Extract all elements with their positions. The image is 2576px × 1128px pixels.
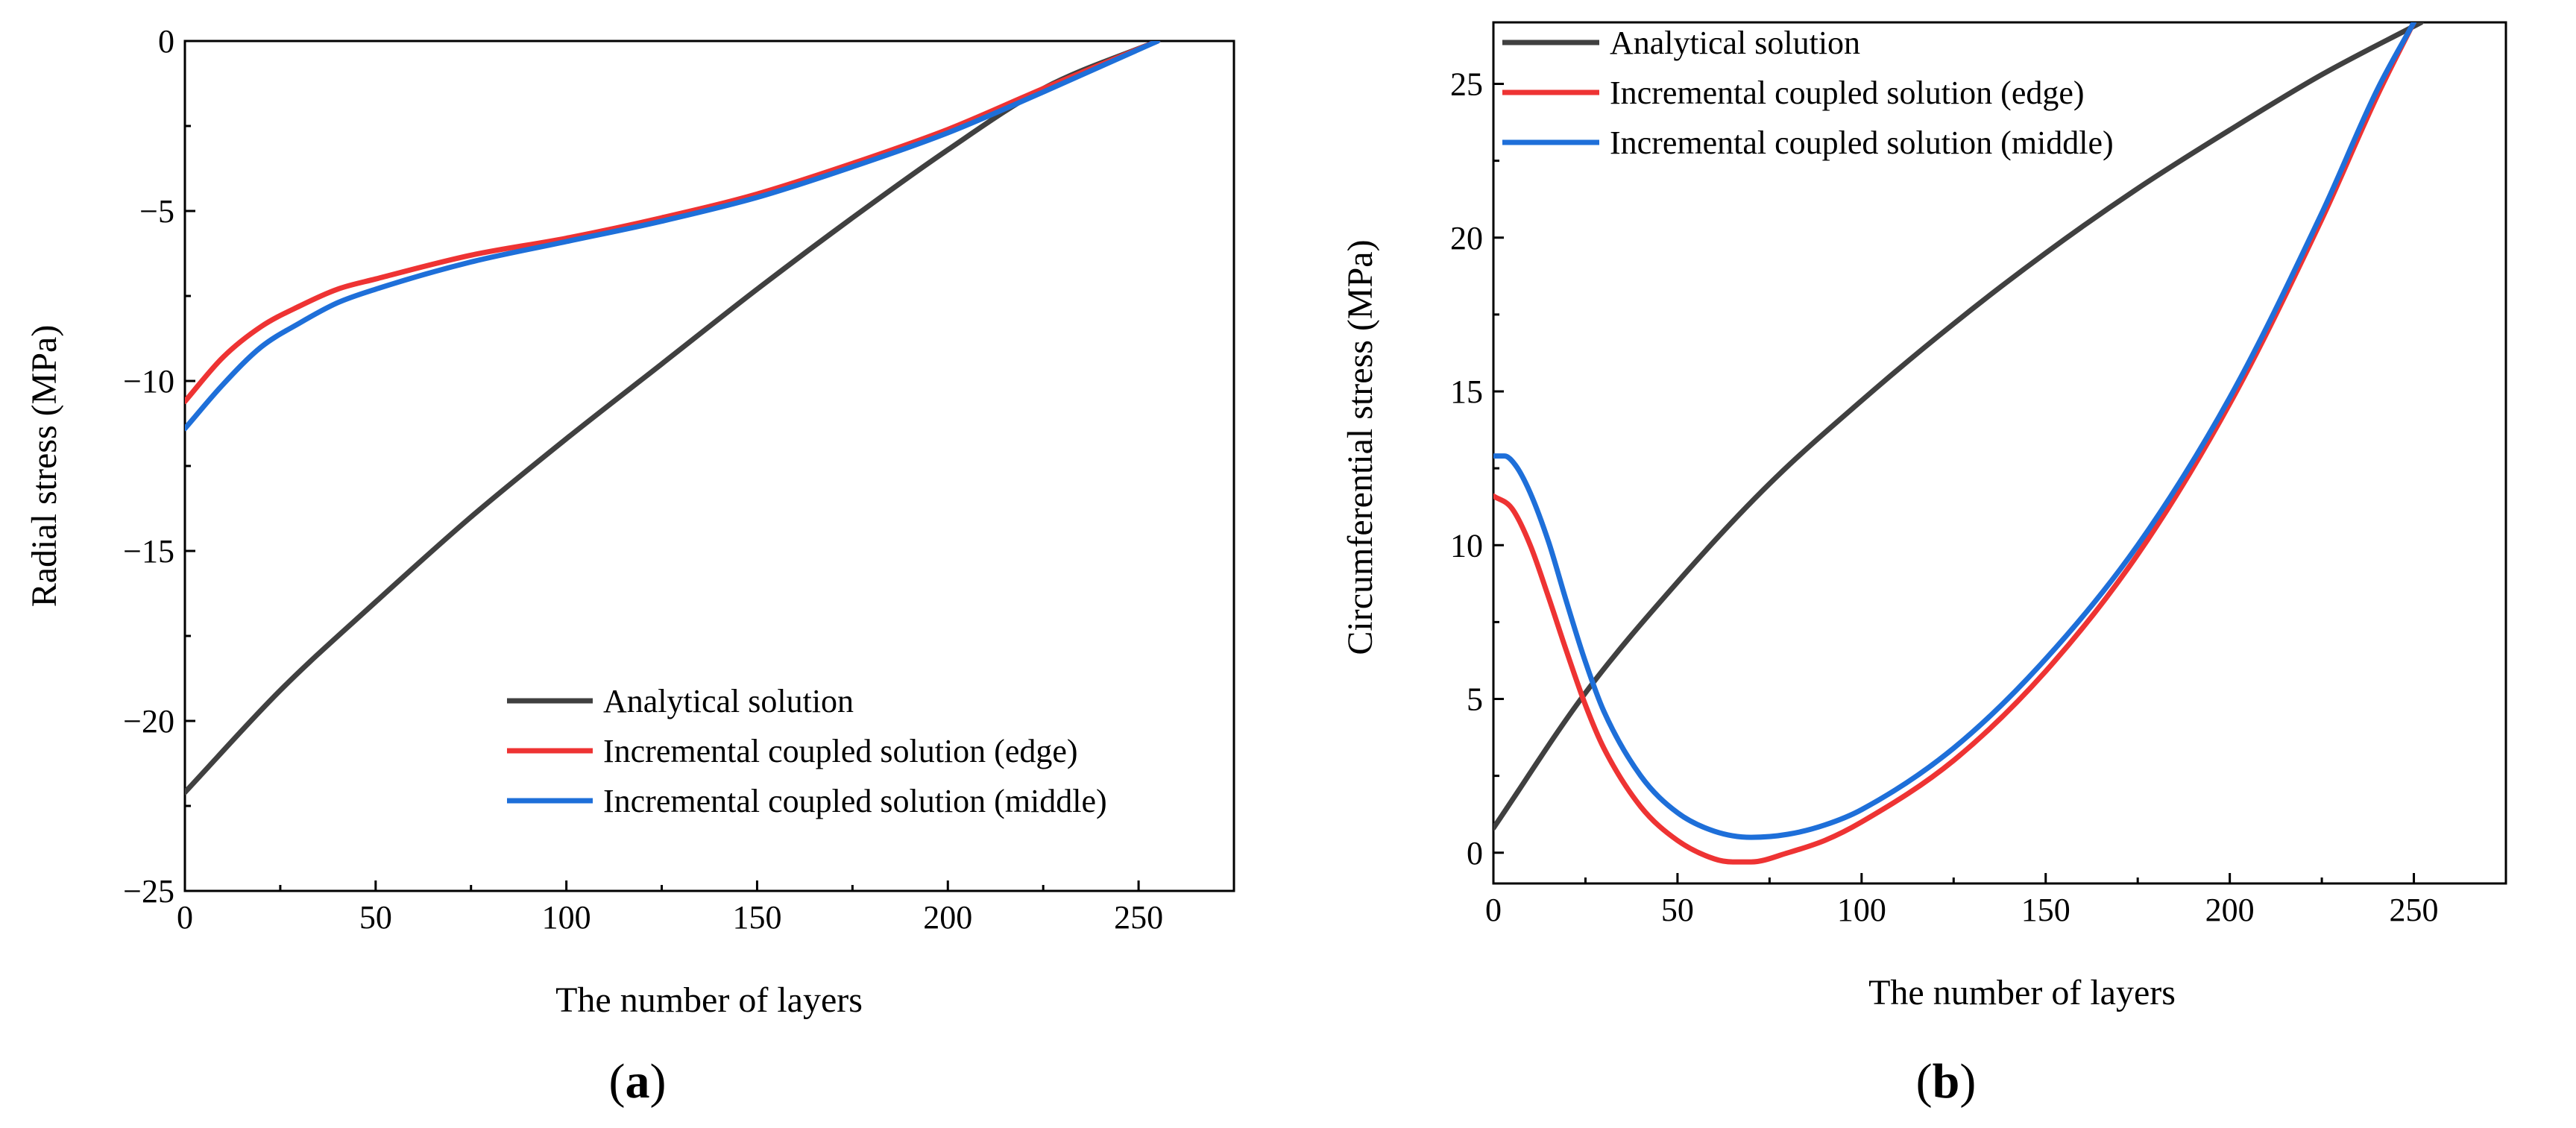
y-tick-label: 25 — [1450, 66, 1483, 103]
y-tick-label: −10 — [123, 363, 174, 400]
chart-b-panel-letter: b — [1933, 1054, 1960, 1109]
legend-label-1: Analytical solution — [603, 683, 854, 719]
x-tick-label: 200 — [923, 899, 972, 936]
series-line-1 — [185, 41, 1161, 795]
chart-a-y-axis: 0 −5 −10 −15 −20 −25 — [123, 23, 195, 910]
chart-a-legend: Analytical solution Incremental coupled s… — [507, 683, 1107, 819]
y-tick-label: 0 — [158, 23, 174, 60]
x-tick-label: 0 — [1485, 892, 1502, 928]
chart-b-panel-label: (b) — [1916, 1054, 1977, 1109]
x-tick-label: 50 — [1661, 892, 1694, 928]
y-tick-label: −20 — [123, 703, 174, 740]
y-tick-label: 5 — [1467, 681, 1483, 718]
chart-a: 0 50 100 150 200 250 0 −5 −10 −15 −20 −25 The numb… — [25, 23, 1235, 1109]
x-tick-label: 0 — [177, 899, 193, 936]
y-tick-label: 15 — [1450, 374, 1483, 410]
chart-a-xlabel: The number of layers — [555, 980, 863, 1020]
legend-label-2: Incremental coupled solution (edge) — [603, 733, 1078, 769]
x-tick-label: 100 — [542, 899, 591, 936]
x-tick-label: 250 — [1114, 899, 1163, 936]
chart-a-ylabel: Radial stress (MPa) — [25, 325, 64, 608]
chart-b-ylabel: Circumferential stress (MPa) — [1341, 239, 1380, 655]
y-tick-label: 0 — [1467, 835, 1483, 872]
x-tick-label: 150 — [732, 899, 781, 936]
y-tick-label: 20 — [1450, 220, 1483, 256]
series-line-3 — [1493, 22, 2416, 840]
x-tick-label: 100 — [1837, 892, 1886, 928]
y-tick-label: −5 — [139, 193, 174, 230]
series-line-2 — [185, 41, 1161, 404]
chart-b-xlabel: The number of layers — [1868, 973, 2176, 1012]
series-line-1 — [1493, 22, 2424, 831]
series-line-2 — [1493, 22, 2416, 865]
y-tick-label: −15 — [123, 533, 174, 570]
legend-label-3: Incremental coupled solution (middle) — [1610, 125, 2114, 161]
x-tick-label: 250 — [2390, 892, 2439, 928]
chart-b-y-axis: 0 5 10 15 20 25 — [1450, 66, 1504, 872]
legend-label-3: Incremental coupled solution (middle) — [603, 783, 1107, 819]
chart-b-x-axis: 0 50 100 150 200 250 — [1485, 873, 2439, 928]
legend-label-1: Analytical solution — [1610, 25, 1860, 61]
x-tick-label: 200 — [2205, 892, 2255, 928]
chart-a-panel-label: (a) — [609, 1054, 667, 1109]
chart-a-panel-letter: a — [626, 1054, 650, 1109]
chart-b-legend: Analytical solution Incremental coupled s… — [1502, 25, 2114, 161]
legend-label-2: Incremental coupled solution (edge) — [1610, 75, 2085, 111]
y-tick-label: 10 — [1450, 527, 1483, 564]
y-tick-label: −25 — [123, 873, 174, 910]
chart-a-series — [185, 41, 1161, 795]
chart-b-plot-frame — [1492, 21, 2507, 885]
series-line-3 — [185, 41, 1161, 432]
chart-a-x-axis: 0 50 100 150 200 250 — [177, 880, 1163, 936]
chart-b: 0 50 100 150 200 250 0 5 10 15 20 25 The number of… — [1341, 21, 2507, 1109]
x-tick-label: 50 — [359, 899, 392, 936]
x-tick-label: 150 — [2021, 892, 2070, 928]
chart-b-series — [1493, 22, 2424, 865]
